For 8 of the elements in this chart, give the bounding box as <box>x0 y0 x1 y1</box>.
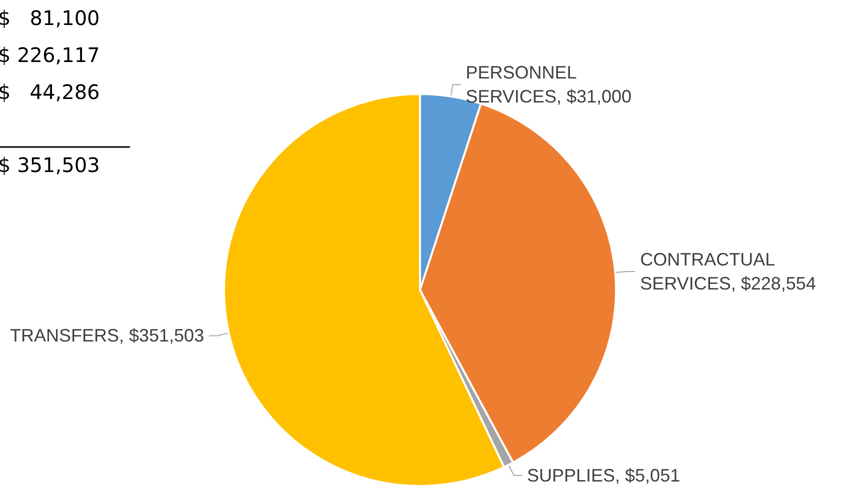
data-label: $ 351,503 <box>0 153 100 177</box>
text: $ 44,286 <box>0 80 100 104</box>
text: $ 226,117 <box>0 43 100 67</box>
slice-label: CONTRACTUAL SERVICES, $228,554 <box>640 249 816 294</box>
slice-label: SUPPLIES, $5,051 <box>526 466 680 486</box>
text: $ 81,100 <box>0 6 100 30</box>
slice-label: PERSONNEL SERVICES, $31,000 <box>466 62 632 107</box>
slice-label: TRANSFERS, $351,503 <box>10 326 204 346</box>
